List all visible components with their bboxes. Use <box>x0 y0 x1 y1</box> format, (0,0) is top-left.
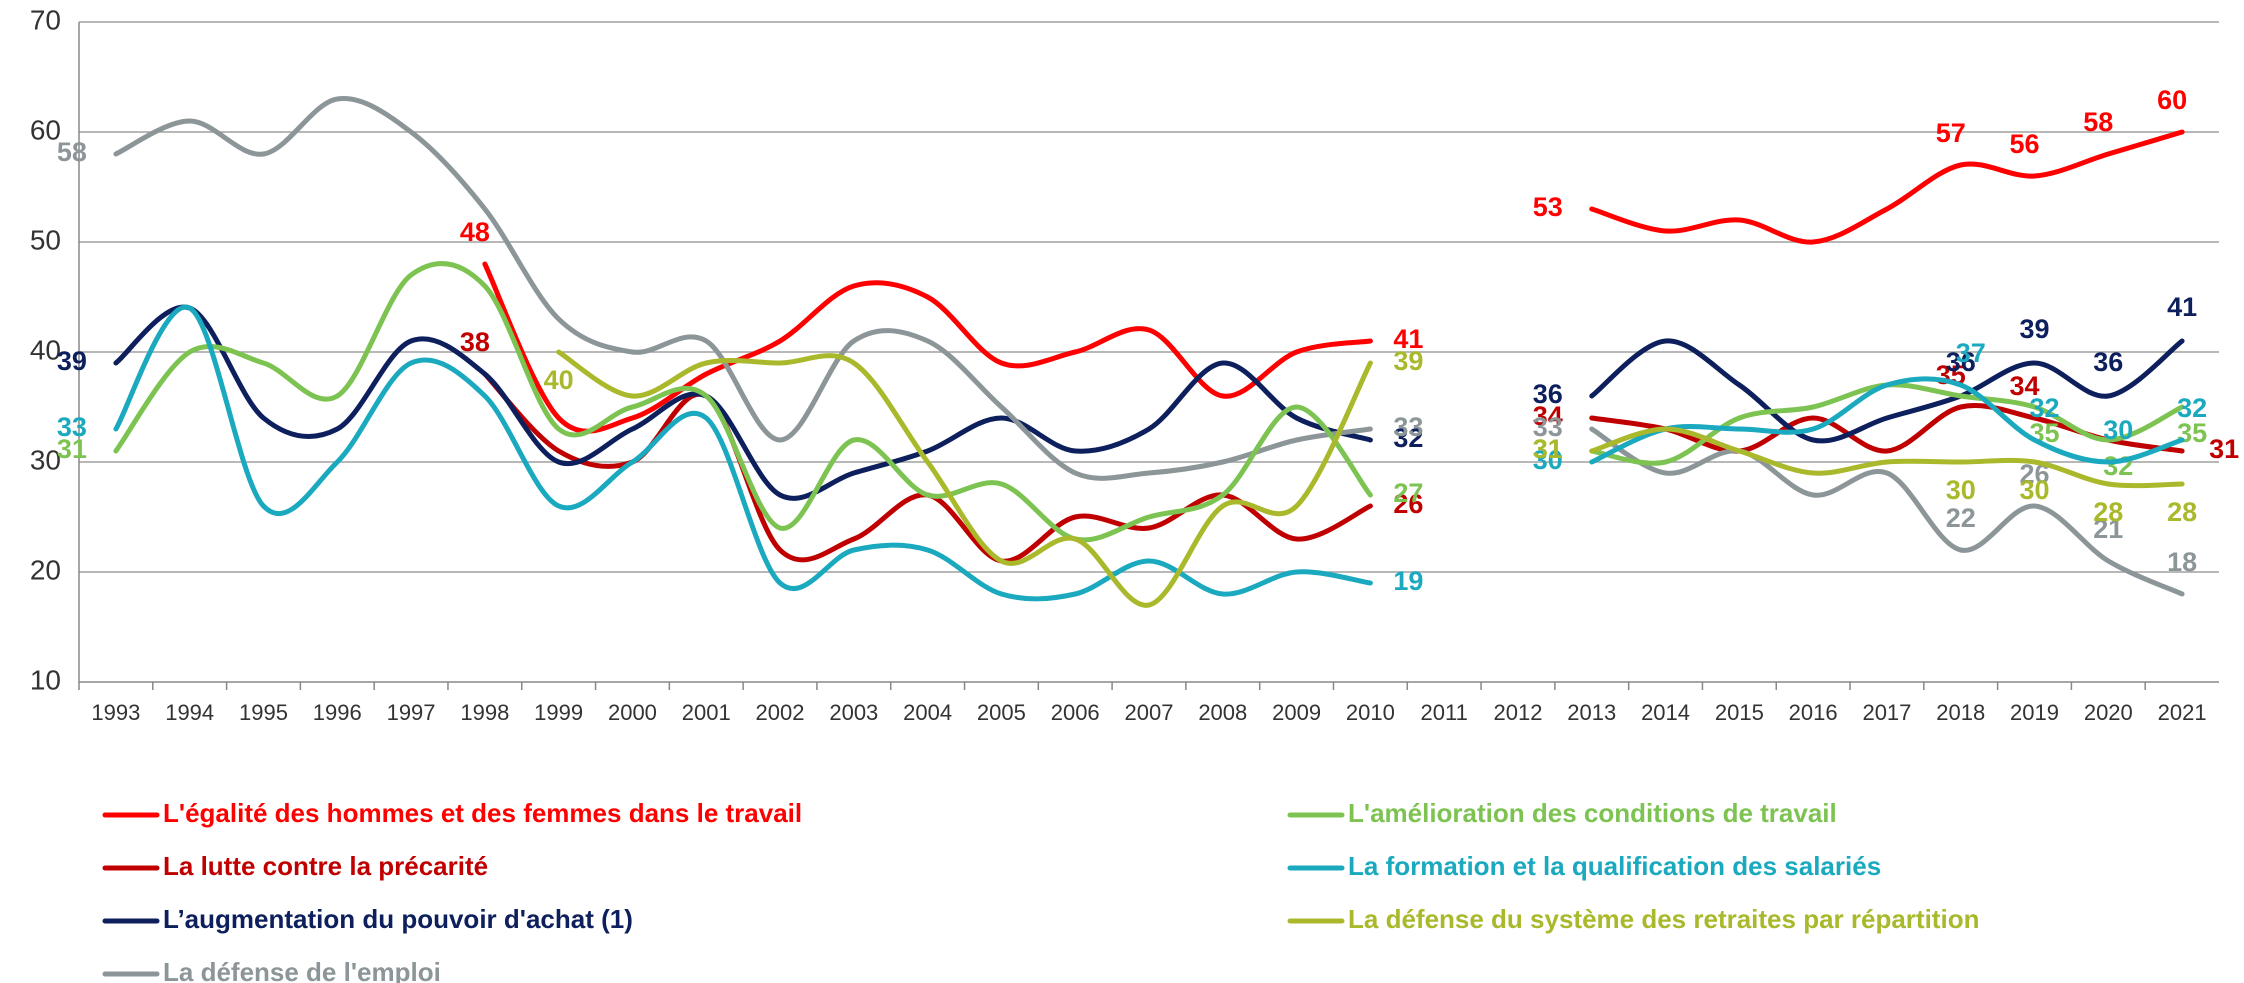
data-label: 32 <box>2029 393 2059 423</box>
data-label: 30 <box>1533 445 1563 475</box>
x-tick-label: 2001 <box>682 700 731 725</box>
legend-label: La formation et la qualification des sal… <box>1348 851 1881 881</box>
legend-label: L'amélioration des conditions de travail <box>1348 798 1837 828</box>
data-label: 36 <box>1533 379 1563 409</box>
x-tick-label: 2003 <box>829 700 878 725</box>
series-line <box>556 349 2185 608</box>
data-label: 19 <box>1393 566 1423 596</box>
legend-label: La lutte contre la précarité <box>163 851 488 881</box>
data-label: 36 <box>2093 347 2123 377</box>
y-tick-label: 40 <box>30 334 61 365</box>
data-label: 35 <box>2177 418 2207 448</box>
data-label: 58 <box>2083 107 2113 137</box>
data-label: 36 <box>1946 347 1976 377</box>
x-tick-label: 1994 <box>165 700 214 725</box>
x-tick-label: 2011 <box>1421 700 1468 725</box>
data-label: 32 <box>2177 393 2207 423</box>
data-label: 34 <box>2009 371 2039 401</box>
x-tick-label: 2021 <box>2158 700 2207 725</box>
legend-label: La défense de l'emploi <box>163 957 441 983</box>
x-tick-label: 2018 <box>1936 700 1985 725</box>
data-label: 27 <box>1393 478 1423 508</box>
x-tick-label: 2009 <box>1272 700 1321 725</box>
data-label: 30 <box>2103 415 2133 445</box>
data-label: 30 <box>2019 475 2049 505</box>
data-label: 58 <box>57 137 87 167</box>
data-label: 40 <box>544 365 574 395</box>
x-tick-label: 2010 <box>1346 700 1395 725</box>
data-label: 31 <box>57 434 87 464</box>
data-label: 60 <box>2157 85 2187 115</box>
data-label: 28 <box>2093 497 2123 527</box>
series-line <box>113 304 2185 501</box>
x-tick-label: 1998 <box>460 700 509 725</box>
y-tick-label: 70 <box>30 4 61 35</box>
data-label: 38 <box>460 327 490 357</box>
data-label: 39 <box>2019 314 2049 344</box>
data-label: 31 <box>2209 434 2239 464</box>
data-label: 31 <box>1533 434 1563 464</box>
series-line <box>113 261 2185 543</box>
data-label: 32 <box>1393 423 1423 453</box>
x-tick-label: 2005 <box>977 700 1026 725</box>
data-label: 30 <box>1946 475 1976 505</box>
data-label: 57 <box>1936 118 1966 148</box>
data-label: 33 <box>57 412 87 442</box>
data-label: 41 <box>2167 292 2197 322</box>
data-label: 26 <box>1393 489 1423 519</box>
x-tick-label: 2000 <box>608 700 657 725</box>
data-label: 28 <box>2167 497 2197 527</box>
x-tick-label: 2012 <box>1493 700 1542 725</box>
x-tick-label: 1996 <box>313 700 362 725</box>
x-tick-label: 2007 <box>1125 700 1174 725</box>
y-tick-label: 10 <box>30 664 61 695</box>
data-label: 37 <box>1956 338 1986 368</box>
data-label: 33 <box>1533 412 1563 442</box>
y-tick-label: 50 <box>30 224 61 255</box>
data-label: 39 <box>1393 346 1423 376</box>
x-tick-label: 2006 <box>1051 700 1100 725</box>
data-label: 41 <box>1393 324 1423 354</box>
x-tick-label: 1997 <box>387 700 436 725</box>
series-line <box>113 96 2185 597</box>
x-tick-label: 1993 <box>91 700 140 725</box>
data-label: 31 <box>1533 434 1563 464</box>
x-tick-label: 2008 <box>1198 700 1247 725</box>
data-label: 32 <box>2103 451 2133 481</box>
x-tick-label: 2017 <box>1862 700 1911 725</box>
x-tick-label: 1995 <box>239 700 288 725</box>
x-tick-label: 2020 <box>2084 700 2133 725</box>
series-line <box>482 371 2185 564</box>
data-label: 22 <box>1946 503 1976 533</box>
data-label: 53 <box>1533 192 1563 222</box>
x-tick-label: 2014 <box>1641 700 1690 725</box>
y-tick-label: 60 <box>30 114 61 145</box>
series-line <box>113 304 2185 602</box>
data-label: 48 <box>460 217 490 247</box>
legend-label: L’augmentation du pouvoir d'achat (1) <box>163 904 633 934</box>
x-tick-label: 2019 <box>2010 700 2059 725</box>
x-tick-label: 2004 <box>903 700 952 725</box>
series-line <box>482 129 2185 434</box>
y-tick-label: 20 <box>30 554 61 585</box>
legend-label: L'égalité des hommes et des femmes dans … <box>163 798 802 828</box>
data-label: 18 <box>2167 547 2197 577</box>
data-label: 34 <box>1533 401 1563 431</box>
data-label: 56 <box>2009 129 2039 159</box>
x-tick-label: 2016 <box>1789 700 1838 725</box>
data-label: 39 <box>57 346 87 376</box>
data-label: 21 <box>2093 514 2123 544</box>
y-tick-label: 30 <box>30 444 61 475</box>
x-tick-label: 2002 <box>756 700 805 725</box>
x-tick-label: 1999 <box>534 700 583 725</box>
legend-label: La défense du système des retraites par … <box>1348 904 1979 934</box>
x-tick-label: 2013 <box>1567 700 1616 725</box>
x-tick-label: 2015 <box>1715 700 1764 725</box>
data-label: 33 <box>1393 412 1423 442</box>
